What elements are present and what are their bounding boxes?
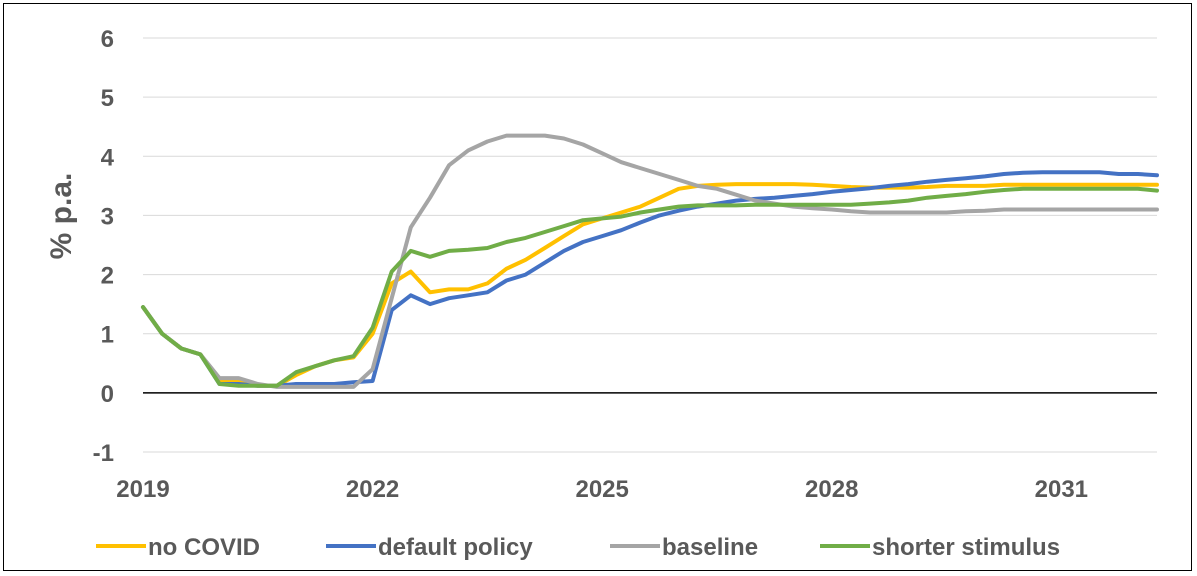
legend-label-baseline: baseline — [662, 534, 758, 561]
y-tick-label: 6 — [101, 26, 114, 53]
y-tick-label: 2 — [101, 263, 114, 290]
y-tick-label: 1 — [101, 322, 114, 349]
chart-frame — [3, 3, 1192, 571]
gridlines — [143, 37, 1157, 453]
y-axis-tick-labels: -1 0 1 2 3 4 5 6 — [93, 26, 115, 467]
x-tick-label: 2022 — [346, 476, 399, 503]
y-tick-label: 5 — [101, 85, 114, 112]
x-tick-label: 2025 — [575, 476, 628, 503]
x-tick-label: 2028 — [805, 476, 858, 503]
y-tick-label: 3 — [101, 203, 114, 230]
x-axis-tick-labels: 2019 2022 2025 2028 2031 — [116, 476, 1088, 503]
series-lines — [141, 133, 1159, 389]
series-line-default-policy — [141, 170, 1159, 388]
legend: no COVID default policy baseline shorter st… — [96, 534, 1060, 561]
x-tick-label: 2019 — [116, 476, 169, 503]
series-line-shorter-stimulus — [141, 186, 1159, 388]
y-tick-label: 0 — [101, 381, 114, 408]
legend-label-no-covid: no COVID — [148, 534, 260, 561]
x-tick-label: 2031 — [1035, 476, 1088, 503]
series-line-no-covid — [141, 182, 1159, 388]
legend-label-shorter-stimulus: shorter stimulus — [872, 534, 1060, 561]
legend-label-default-policy: default policy — [378, 534, 533, 561]
series-line-baseline — [141, 133, 1159, 389]
y-tick-label: -1 — [93, 440, 114, 467]
y-tick-label: 4 — [101, 144, 115, 171]
y-axis-title: % p.a. — [45, 173, 78, 260]
